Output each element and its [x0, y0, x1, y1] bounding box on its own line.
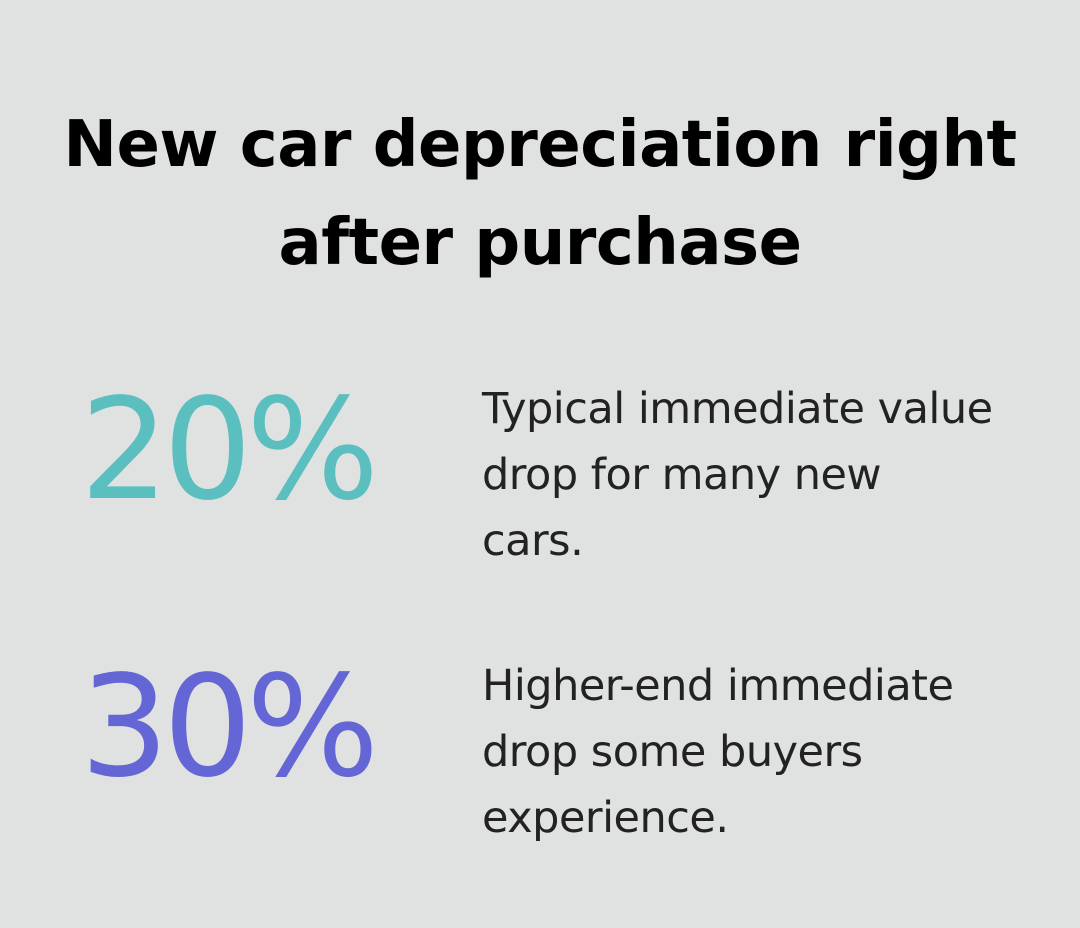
- page-title: New car depreciation right after purchas…: [0, 96, 1080, 292]
- stat-value: 30%: [80, 646, 379, 809]
- stat-description: Typical immediate value drop for many ne…: [482, 376, 1042, 574]
- stat-description-line: Typical immediate value: [482, 384, 993, 434]
- stat-block-20: 20% Typical immediate value drop for man…: [0, 378, 1080, 608]
- stat-block-30: 30% Higher-end immediate drop some buyer…: [0, 655, 1080, 885]
- stat-description-line: Higher-end immediate: [482, 661, 954, 711]
- stat-description-line: cars.: [482, 516, 584, 566]
- stat-value: 20%: [80, 369, 379, 532]
- title-line-1: New car depreciation right: [63, 108, 1017, 182]
- stat-description-line: drop some buyers: [482, 727, 863, 777]
- title-line-2: after purchase: [278, 206, 803, 280]
- stat-description-line: drop for many new: [482, 450, 882, 500]
- stat-description-line: experience.: [482, 793, 729, 843]
- stat-description: Higher-end immediate drop some buyers ex…: [482, 653, 1042, 851]
